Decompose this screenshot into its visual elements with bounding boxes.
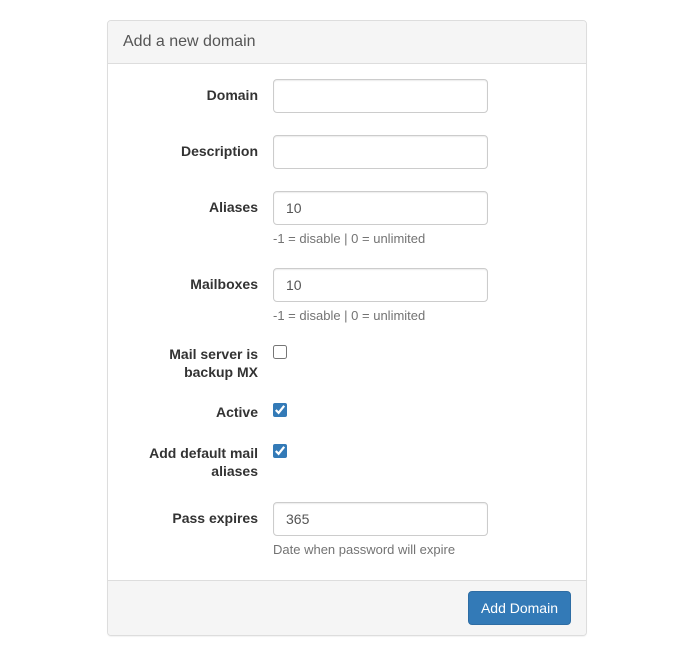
form-group-backup-mx: Mail server is backup MX bbox=[123, 345, 571, 381]
aliases-label: Aliases bbox=[123, 191, 273, 216]
aliases-input[interactable] bbox=[273, 191, 488, 225]
pass-expires-control-area: Date when password will expire bbox=[273, 502, 571, 557]
form-group-mailboxes: Mailboxes -1 = disable | 0 = unlimited bbox=[123, 268, 571, 323]
description-input[interactable] bbox=[273, 135, 488, 169]
domain-control-area bbox=[273, 79, 571, 113]
panel-footer: Add Domain bbox=[108, 580, 586, 635]
panel-title: Add a new domain bbox=[123, 33, 571, 51]
backup-mx-checkbox[interactable] bbox=[273, 345, 287, 359]
active-label: Active bbox=[123, 403, 273, 421]
form-group-domain: Domain bbox=[123, 79, 571, 113]
mailboxes-label: Mailboxes bbox=[123, 268, 273, 293]
add-domain-panel: Add a new domain Domain Description Alia… bbox=[107, 20, 587, 636]
active-control-area bbox=[273, 403, 571, 420]
description-label: Description bbox=[123, 135, 273, 160]
form-group-active: Active bbox=[123, 403, 571, 421]
domain-label: Domain bbox=[123, 79, 273, 104]
mailboxes-input[interactable] bbox=[273, 268, 488, 302]
default-aliases-control-area bbox=[273, 444, 571, 461]
domain-input[interactable] bbox=[273, 79, 488, 113]
panel-heading: Add a new domain bbox=[108, 21, 586, 64]
default-aliases-checkbox[interactable] bbox=[273, 444, 287, 458]
pass-expires-help: Date when password will expire bbox=[273, 542, 571, 557]
active-checkbox[interactable] bbox=[273, 403, 287, 417]
backup-mx-label: Mail server is backup MX bbox=[123, 345, 273, 381]
description-control-area bbox=[273, 135, 571, 169]
form-group-pass-expires: Pass expires Date when password will exp… bbox=[123, 502, 571, 557]
aliases-control-area: -1 = disable | 0 = unlimited bbox=[273, 191, 571, 246]
form-group-default-aliases: Add default mail aliases bbox=[123, 444, 571, 480]
pass-expires-label: Pass expires bbox=[123, 502, 273, 527]
pass-expires-input[interactable] bbox=[273, 502, 488, 536]
default-aliases-label: Add default mail aliases bbox=[123, 444, 273, 480]
panel-body: Domain Description Aliases -1 = disable … bbox=[108, 64, 586, 580]
form-group-description: Description bbox=[123, 135, 571, 169]
form-group-aliases: Aliases -1 = disable | 0 = unlimited bbox=[123, 191, 571, 246]
add-domain-button[interactable]: Add Domain bbox=[468, 591, 571, 625]
backup-mx-control-area bbox=[273, 345, 571, 362]
mailboxes-help: -1 = disable | 0 = unlimited bbox=[273, 308, 571, 323]
mailboxes-control-area: -1 = disable | 0 = unlimited bbox=[273, 268, 571, 323]
aliases-help: -1 = disable | 0 = unlimited bbox=[273, 231, 571, 246]
